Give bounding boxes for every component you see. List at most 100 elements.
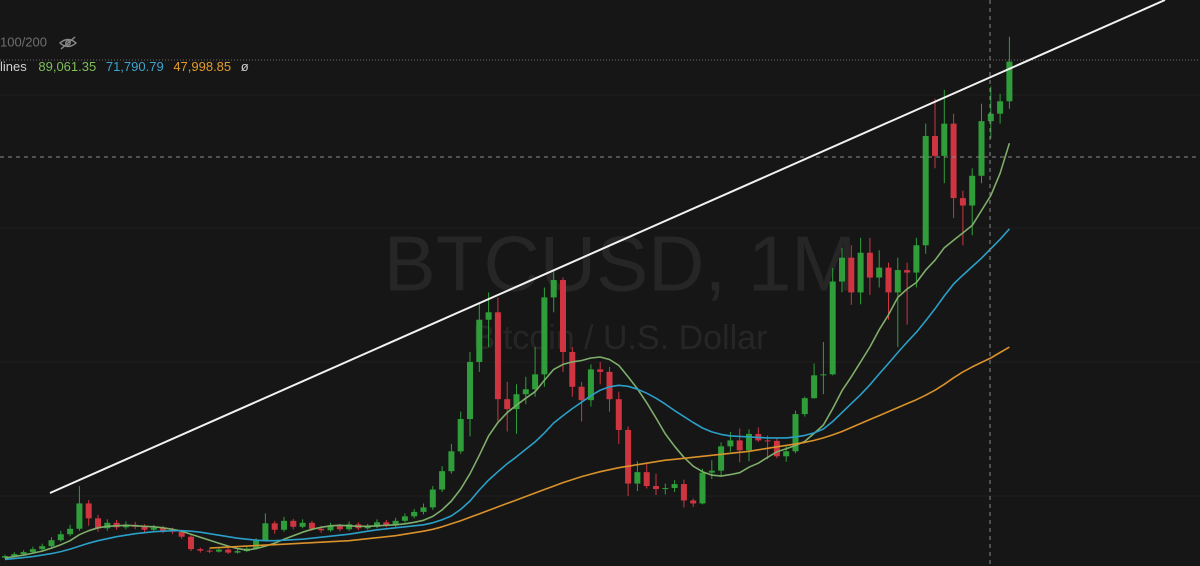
- candle-body: [383, 522, 390, 526]
- candle: [513, 384, 520, 434]
- candle-body: [253, 540, 260, 549]
- legend-value: 71,790.79: [106, 59, 164, 74]
- candle-body: [783, 451, 790, 457]
- trend-line: [49, 0, 1166, 494]
- candle-body: [299, 522, 306, 527]
- candle-body: [150, 527, 157, 530]
- candle: [997, 93, 1004, 124]
- candle-body: [569, 352, 576, 387]
- candle-body: [560, 280, 566, 353]
- candle-body: [764, 440, 771, 442]
- candle-body: [429, 489, 436, 508]
- candle-body: [234, 551, 241, 553]
- candle: [206, 549, 213, 554]
- candle-body: [160, 527, 167, 531]
- candle: [1006, 36, 1013, 109]
- hide-icon[interactable]: [58, 36, 78, 50]
- candle: [894, 257, 901, 348]
- candle: [866, 237, 873, 295]
- candle-body: [885, 267, 892, 293]
- candle-body: [615, 399, 622, 430]
- candle-body: [485, 312, 492, 320]
- candle-body: [625, 429, 632, 484]
- candle-body: [671, 484, 678, 489]
- candle: [448, 443, 455, 474]
- candle: [653, 473, 659, 496]
- candle-body: [987, 113, 994, 122]
- candle: [485, 292, 492, 348]
- candle-body: [327, 525, 334, 531]
- candle-body: [839, 257, 845, 282]
- candle-body: [401, 516, 408, 521]
- candle-body: [690, 500, 697, 504]
- candle: [95, 514, 101, 532]
- candle-body: [504, 399, 511, 410]
- candle: [504, 381, 511, 432]
- candle: [922, 123, 929, 254]
- candle-body: [634, 472, 641, 484]
- candle-body: [1006, 61, 1013, 102]
- candle-body: [829, 281, 836, 375]
- candle-body: [448, 451, 455, 472]
- candle: [532, 347, 539, 397]
- candle-body: [550, 280, 557, 298]
- watermark: BTCUSD, 1M: [384, 220, 856, 308]
- candle: [411, 508, 418, 519]
- candle: [643, 463, 650, 489]
- candle: [987, 86, 994, 139]
- candle-body: [76, 503, 83, 529]
- candle-body: [57, 534, 64, 541]
- candle: [48, 537, 55, 548]
- candle-body: [866, 252, 873, 278]
- candle-body: [197, 549, 204, 551]
- candle-body: [653, 486, 659, 490]
- candle: [420, 503, 427, 515]
- candle-body: [662, 488, 669, 490]
- candle-body: [606, 371, 613, 400]
- candle: [494, 297, 501, 422]
- legend-value: 89,061.35: [38, 59, 96, 74]
- candle-body: [699, 472, 706, 504]
- candle-body: [941, 123, 948, 156]
- candle-body: [578, 386, 585, 401]
- candle: [327, 522, 334, 532]
- candle-body: [336, 525, 343, 530]
- candle-body: [894, 270, 901, 293]
- candle-body: [48, 540, 55, 547]
- plot: [2, 36, 1013, 561]
- candle-body: [281, 520, 287, 530]
- candle: [401, 513, 408, 523]
- candle: [299, 519, 306, 529]
- candle: [550, 270, 557, 313]
- candle-body: [950, 123, 957, 199]
- candle-body: [206, 550, 213, 552]
- candle: [85, 499, 92, 526]
- candle-body: [736, 440, 743, 451]
- candle: [67, 524, 74, 537]
- candle: [829, 268, 836, 376]
- legend-label: lines: [0, 59, 27, 74]
- candle: [560, 277, 566, 372]
- candle-body: [67, 528, 74, 535]
- eye-slash: [60, 36, 76, 50]
- candle: [476, 302, 483, 372]
- candle-body: [85, 503, 92, 519]
- candle: [708, 460, 715, 480]
- candle-body: [308, 522, 315, 529]
- candle-body: [848, 257, 855, 293]
- watermark-subtitle: Bitcoin / U.S. Dollar: [473, 319, 768, 357]
- candle-body: [262, 523, 269, 541]
- candle-body: [680, 484, 687, 501]
- candle: [736, 428, 743, 463]
- candle-body: [969, 175, 976, 206]
- candle-body: [346, 524, 353, 530]
- candle: [290, 518, 297, 530]
- candle: [150, 524, 157, 532]
- candle: [467, 352, 473, 437]
- candle-body: [457, 419, 464, 452]
- candle-body: [857, 252, 864, 293]
- candle-body: [20, 552, 27, 555]
- candle: [429, 486, 436, 510]
- candle-body: [597, 369, 604, 372]
- candle: [615, 391, 622, 444]
